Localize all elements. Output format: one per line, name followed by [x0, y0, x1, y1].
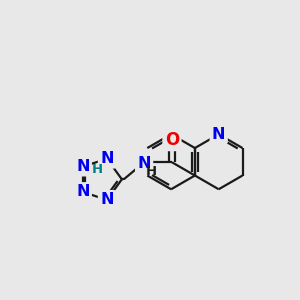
Text: H: H	[92, 163, 103, 176]
Text: O: O	[165, 131, 179, 149]
Text: N: N	[137, 156, 151, 171]
Text: N: N	[76, 184, 90, 200]
Text: N: N	[100, 151, 114, 166]
Text: H: H	[146, 165, 157, 178]
Text: N: N	[100, 192, 114, 207]
Text: N: N	[76, 159, 90, 174]
Text: N: N	[212, 127, 226, 142]
